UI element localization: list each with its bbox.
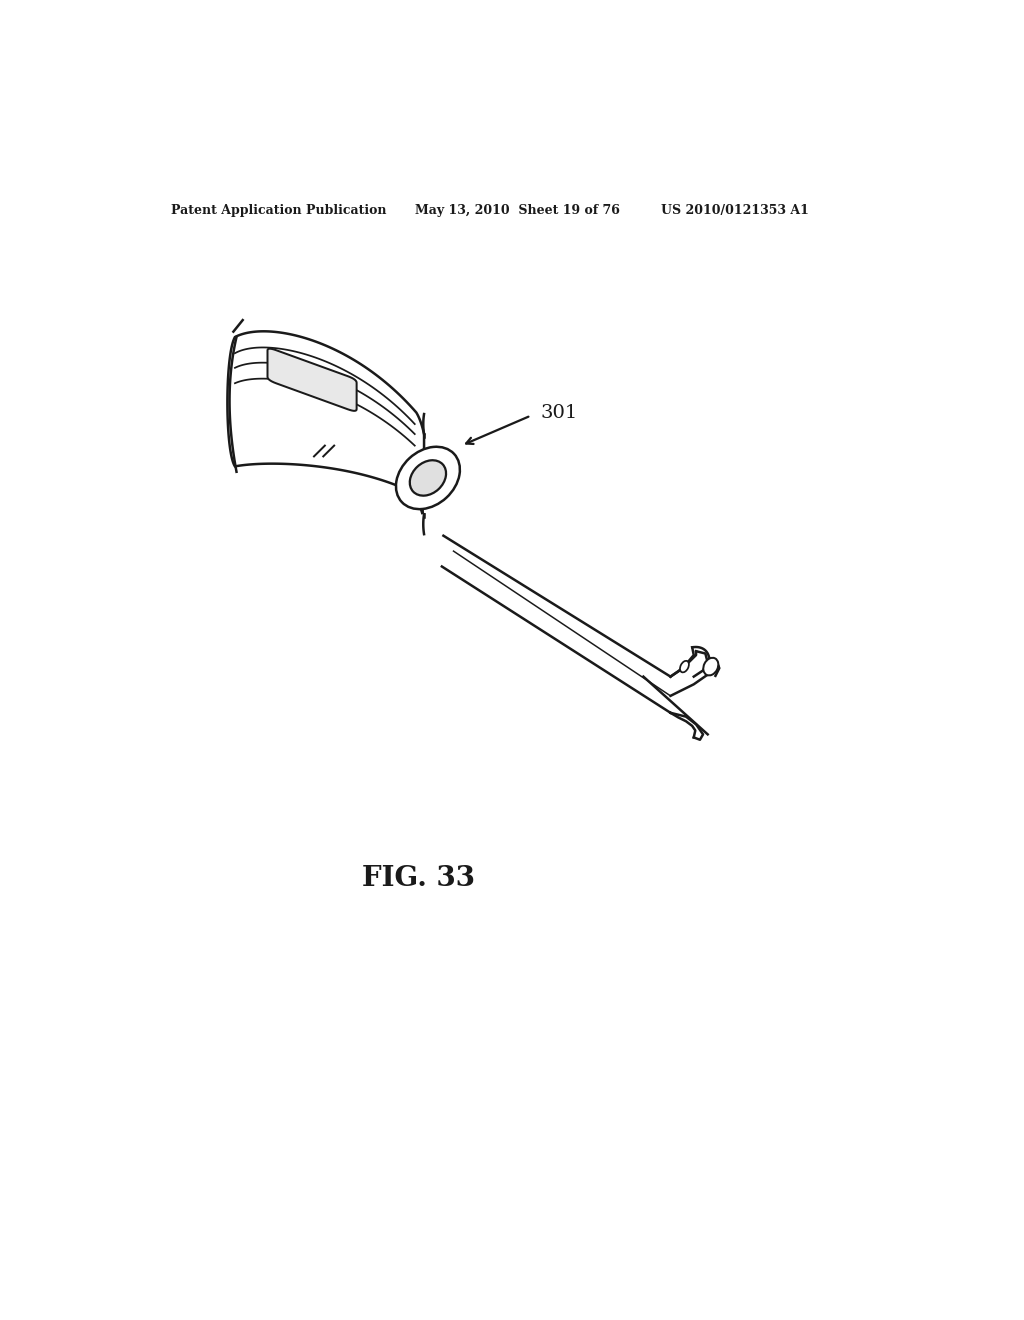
Polygon shape: [442, 536, 671, 713]
Text: US 2010/0121353 A1: US 2010/0121353 A1: [662, 205, 809, 218]
Text: Patent Application Publication: Patent Application Publication: [171, 205, 386, 218]
Polygon shape: [227, 331, 424, 515]
Text: May 13, 2010  Sheet 19 of 76: May 13, 2010 Sheet 19 of 76: [415, 205, 620, 218]
Ellipse shape: [396, 446, 460, 510]
Text: FIG. 33: FIG. 33: [362, 865, 475, 892]
Polygon shape: [267, 348, 356, 411]
Ellipse shape: [410, 461, 446, 495]
Text: 301: 301: [541, 404, 578, 421]
Ellipse shape: [703, 657, 718, 676]
Ellipse shape: [680, 661, 689, 672]
